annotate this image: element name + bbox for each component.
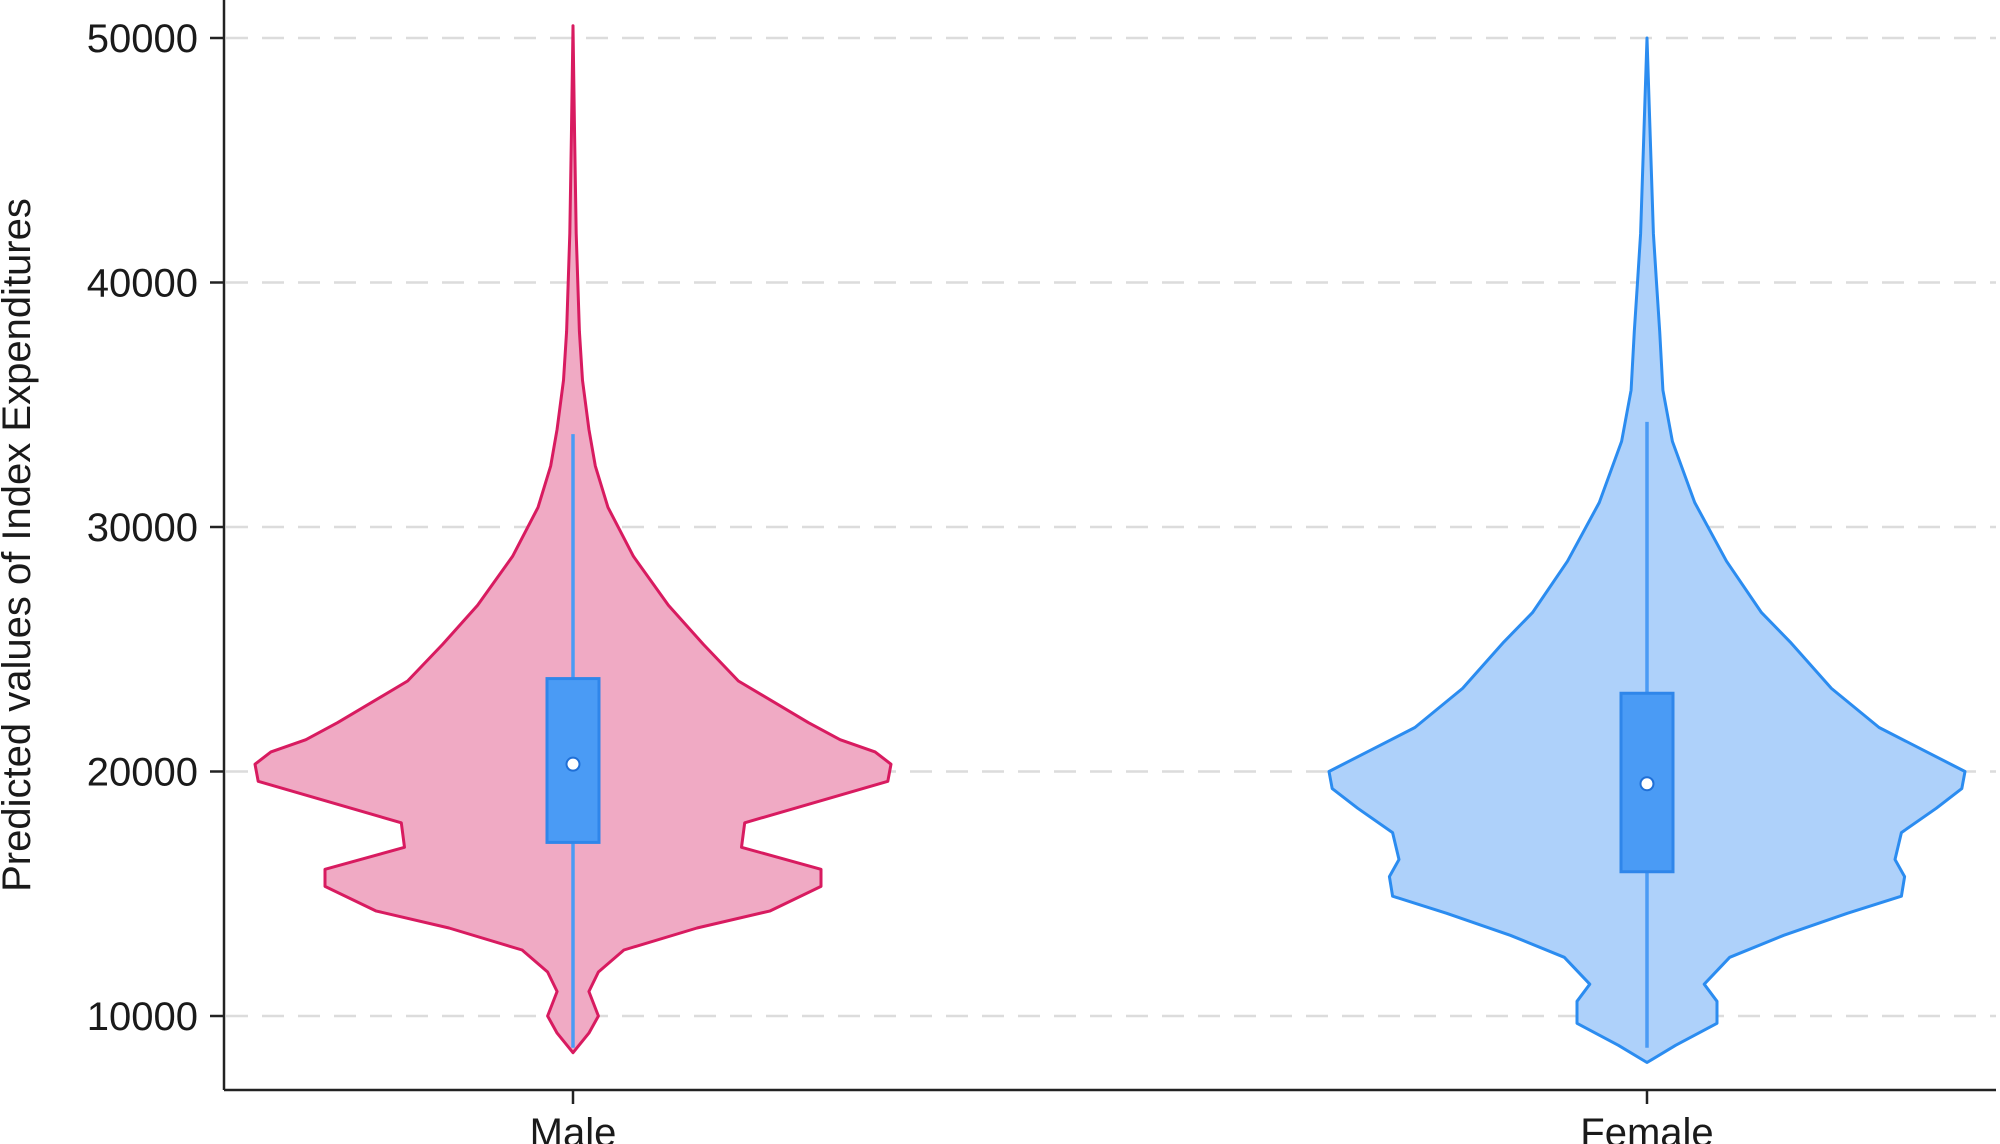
y-axis-ticks: 10000 20000 30000 40000 50000: [87, 17, 224, 1039]
y-tick-label: 20000: [87, 751, 198, 795]
x-tick-label-male: Male: [530, 1111, 617, 1144]
y-axis-title: Predicted values of Index Expenditures: [0, 198, 39, 892]
y-tick-label: 40000: [87, 262, 198, 306]
y-tick-label: 50000: [87, 17, 198, 61]
x-tick-label-female: Female: [1580, 1111, 1713, 1144]
violin-male: [253, 24, 893, 1055]
x-axis-ticks: Male Female: [530, 1090, 1714, 1144]
violins: [253, 24, 1967, 1064]
violin-female: [1327, 36, 1967, 1064]
median-marker: [1639, 776, 1655, 792]
y-tick-label: 10000: [87, 995, 198, 1039]
y-tick-label: 30000: [87, 506, 198, 550]
median-marker: [565, 756, 581, 772]
